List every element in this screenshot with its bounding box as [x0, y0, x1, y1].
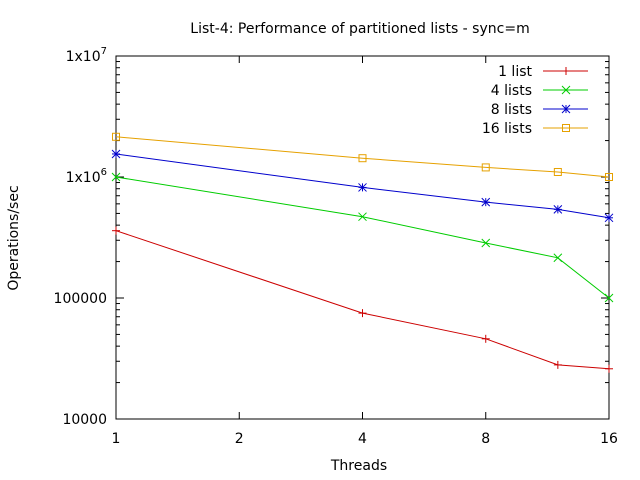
x-tick-label: 16	[600, 431, 618, 447]
x-tick-label: 4	[358, 431, 367, 447]
data-point	[604, 213, 614, 223]
data-point	[481, 197, 491, 207]
data-point	[358, 309, 367, 318]
data-point	[112, 226, 120, 235]
data-point	[553, 167, 562, 176]
legend-marker	[561, 85, 571, 95]
data-point	[112, 132, 120, 141]
y-tick-label: 100000	[54, 291, 107, 307]
data-point	[358, 212, 367, 222]
data-point	[111, 149, 121, 159]
legend-label: 8 lists	[491, 102, 532, 118]
data-point	[481, 238, 491, 248]
series-line-4	[115, 136, 610, 178]
y-tick-label: 1x107	[66, 46, 107, 65]
legend-marker	[561, 104, 571, 114]
series-line-1	[115, 230, 610, 370]
data-point	[605, 173, 613, 181]
data-point	[604, 293, 614, 303]
x-tick-label: 1	[112, 431, 121, 447]
legend-label: 16 lists	[482, 121, 532, 137]
data-point	[111, 172, 121, 182]
series-line-2	[115, 176, 610, 299]
data-point	[553, 253, 563, 263]
x-tick-label: 8	[481, 431, 490, 447]
y-tick-exponent: 6	[101, 167, 107, 178]
y-tick-label: 1x106	[66, 167, 107, 186]
data-point	[481, 163, 490, 172]
chart-title: List-4: Performance of partitioned lists…	[190, 21, 529, 37]
data-point	[358, 183, 367, 192]
y-axis-label: Operations/sec	[6, 185, 22, 290]
y-tick-label: 10000	[62, 412, 107, 428]
data-point	[553, 205, 563, 214]
y-tick-base: 1x10	[66, 49, 101, 65]
data-point	[553, 360, 562, 369]
y-tick-exponent: 7	[101, 46, 107, 57]
legend-label: 4 lists	[491, 83, 532, 99]
x-tick-label: 2	[235, 431, 244, 447]
data-point	[481, 334, 490, 343]
data-point	[358, 154, 367, 163]
y-tick-base: 1x10	[66, 170, 101, 186]
data-point	[605, 364, 613, 373]
plot-frame	[115, 55, 610, 420]
legend-marker	[562, 67, 570, 75]
legend-marker	[562, 124, 570, 132]
legend-label: 1 list	[498, 64, 532, 80]
x-axis-label: Threads	[330, 458, 387, 474]
